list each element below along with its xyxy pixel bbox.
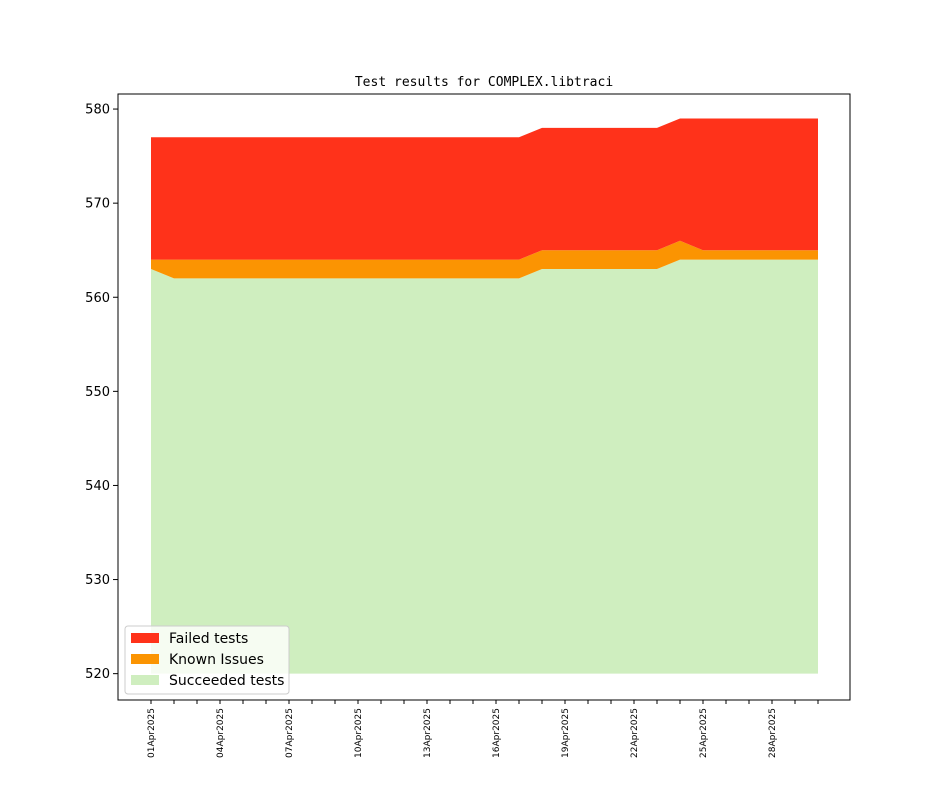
x-tick-label-25Apr2025: 25Apr2025 [699,708,709,758]
x-tick-label-16Apr2025: 16Apr2025 [492,708,502,758]
y-tick-label-540: 540 [85,479,110,494]
plot-frame [117,93,851,701]
legend-swatch-known-issues [131,654,159,664]
area-failed-tests [151,118,818,260]
x-tick-label-04Apr2025: 04Apr2025 [216,708,226,758]
y-tick-label-550: 550 [85,385,110,400]
x-tick-label-10Apr2025: 10Apr2025 [354,708,364,758]
legend-label-known-issues: Known Issues [169,652,264,668]
y-tick-label-570: 570 [85,197,110,212]
legend-box [124,625,290,695]
x-tick-label-19Apr2025: 19Apr2025 [561,708,571,758]
y-tick-label-530: 530 [85,573,110,588]
x-tick-label-01Apr2025: 01Apr2025 [147,708,157,758]
x-tick-label-13Apr2025: 13Apr2025 [423,708,433,758]
y-tick-label-580: 580 [85,103,110,118]
x-tick-label-22Apr2025: 22Apr2025 [630,708,640,758]
legend: Failed tests Known Issues Succeeded tests [124,625,290,695]
area-succeeded-tests [151,259,818,674]
area-known-issues [151,240,818,279]
legend-swatch-failed-tests [131,633,159,643]
x-axis: 01Apr2025 04Apr2025 07Apr2025 10Apr2025 13Ap… [147,700,819,758]
legend-label-failed-tests: Failed tests [169,631,248,647]
x-tick-label-07Apr2025: 07Apr2025 [285,708,295,758]
x-tick-label-28Apr2025: 28Apr2025 [768,708,778,758]
legend-label-succeeded-tests: Succeeded tests [169,673,284,689]
legend-swatch-succeeded-tests [131,675,159,685]
y-axis: 520 530 540 550 560 570 580 [85,103,118,682]
chart-title: Test results for COMPLEX.libtraci [355,75,613,90]
y-tick-label-520: 520 [85,667,110,682]
area-series-group [151,118,818,674]
y-tick-label-560: 560 [85,291,110,306]
